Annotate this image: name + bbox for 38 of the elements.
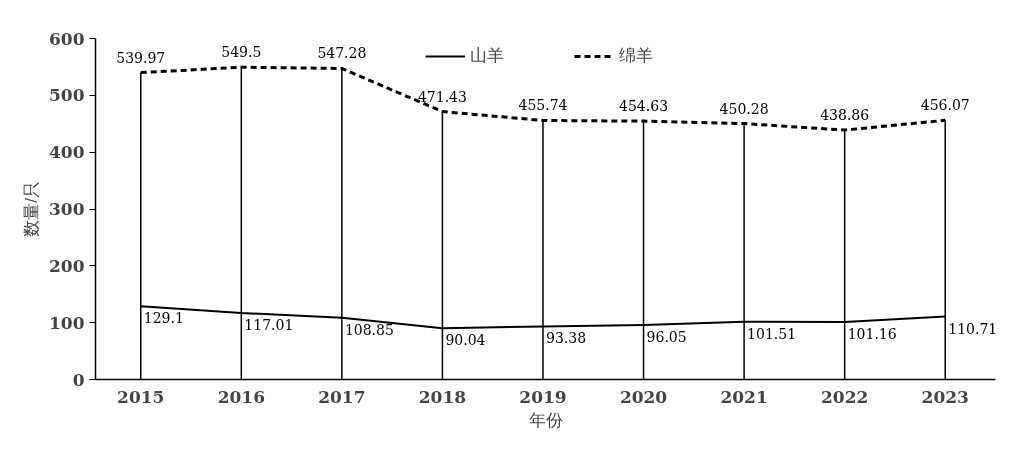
data-label: 117.01 (244, 317, 294, 333)
data-label: 549.5 (221, 44, 262, 61)
y-tick-label: 600 (49, 28, 85, 49)
data-label: 110.71 (948, 320, 998, 337)
data-label: 108.85 (344, 321, 394, 338)
x-axis-title: 年份 (528, 410, 563, 430)
data-label: 101.16 (847, 326, 897, 343)
y-tick-label: 300 (49, 199, 85, 219)
x-tick-label: 2023 (921, 386, 969, 407)
data-label: 455.74 (518, 97, 568, 114)
data-label: 539.97 (116, 49, 166, 66)
data-label: 93.38 (546, 330, 587, 347)
legend-label: 绵羊 (619, 45, 653, 67)
x-tick-label: 2015 (117, 386, 165, 407)
data-label: 90.04 (445, 332, 486, 349)
data-label: 438.86 (820, 107, 870, 124)
y-tick-label: 100 (49, 312, 85, 333)
data-label: 471.43 (417, 88, 467, 105)
y-tick-label: 200 (49, 255, 85, 276)
x-tick-label: 2019 (519, 386, 567, 407)
x-tick-label: 2017 (318, 386, 366, 407)
x-tick-label: 2018 (418, 386, 467, 407)
legend-label: 山羊 (470, 45, 504, 67)
data-label: 101.51 (747, 325, 797, 342)
data-label: 547.28 (317, 45, 367, 62)
x-tick-label: 2021 (720, 386, 768, 407)
x-tick-label: 2022 (821, 386, 869, 407)
y-tick-label: 500 (49, 85, 85, 106)
x-tick-label: 2016 (217, 386, 265, 407)
x-tick-label: 2020 (619, 386, 668, 407)
y-tick-label: 0 (72, 369, 85, 390)
data-label: 456.07 (920, 97, 970, 114)
data-label: 450.28 (719, 100, 769, 117)
y-tick-label: 400 (49, 142, 85, 163)
y-axis-title: 数量/只 (22, 181, 42, 237)
data-label: 129.1 (143, 310, 184, 327)
data-label: 454.63 (619, 98, 669, 115)
data-label: 96.05 (646, 328, 687, 345)
